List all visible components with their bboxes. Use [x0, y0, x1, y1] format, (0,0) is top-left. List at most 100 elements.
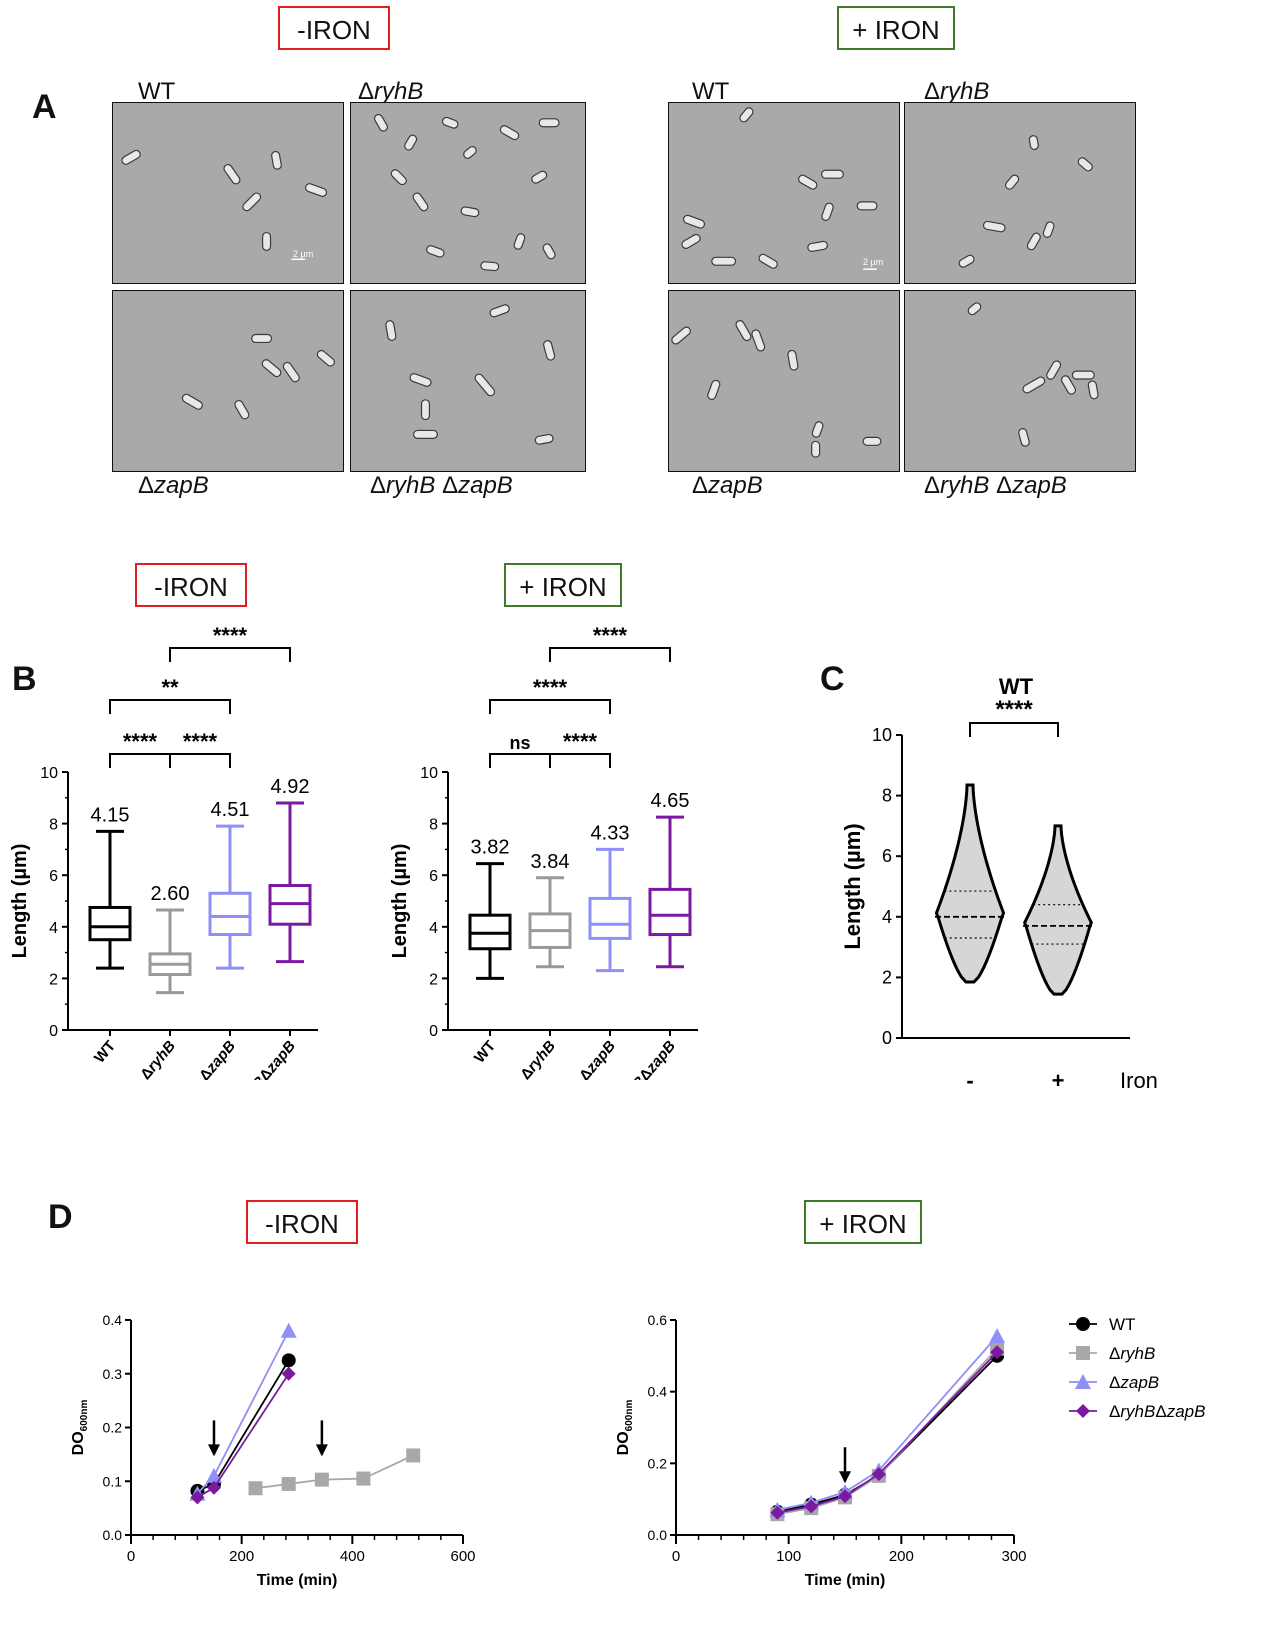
- cell-body: [413, 429, 438, 439]
- cell-body: [460, 206, 480, 218]
- panel-letter-b: B: [12, 660, 37, 698]
- micrograph-background: [905, 291, 1135, 471]
- bacterial-cell: [958, 254, 975, 268]
- bacterial-cell: [538, 118, 560, 128]
- cell-body: [542, 243, 556, 260]
- mean-label: 4.33: [591, 822, 630, 844]
- cell-body: [1077, 157, 1093, 172]
- violin-1: [1023, 824, 1093, 996]
- condition-box-plus-iron-d: + IRON: [804, 1200, 922, 1244]
- cell-body: [1087, 380, 1099, 400]
- cell-body: [420, 399, 431, 421]
- bacterial-cell: [304, 183, 328, 197]
- x-tick-label: 200: [229, 1548, 254, 1565]
- condition-box-minus-iron-a: -IRON: [278, 6, 390, 50]
- bacterial-cell: [682, 214, 706, 229]
- significance-bracket: ****: [489, 675, 611, 714]
- box-2: [208, 824, 252, 970]
- scale-bar: 2 µm: [863, 257, 884, 267]
- data-point: [406, 1448, 421, 1463]
- x-tick-label: ΔzapB: [576, 1038, 619, 1080]
- x-tick-label: +: [1052, 1068, 1065, 1090]
- significance-label: ****: [593, 623, 628, 648]
- cell-body: [234, 399, 250, 420]
- y-axis-label: Length (µm): [840, 823, 865, 949]
- x-tick-label: 400: [340, 1548, 365, 1565]
- cell-body: [385, 320, 397, 341]
- data-point: [770, 1505, 785, 1520]
- mean-label: 3.84: [531, 851, 570, 873]
- cell-body: [739, 107, 754, 123]
- condition-box-minus-iron-b: -IRON: [135, 563, 247, 607]
- strain-label-ryhb: ΔryhB: [358, 78, 424, 105]
- bacterial-cell: [1028, 135, 1039, 151]
- y-axis-label: Length (µm): [9, 844, 31, 959]
- x-tick-label: ΔryhB: [517, 1038, 559, 1080]
- cell-body: [811, 421, 824, 438]
- cell-body: [1046, 360, 1062, 380]
- cell-body: [404, 134, 418, 151]
- x-tick-label: 300: [1001, 1548, 1026, 1565]
- micrograph-zapb-plus-iron: [668, 290, 900, 472]
- data-point: [190, 1490, 205, 1505]
- y-tick-label: 0.2: [103, 1420, 123, 1436]
- bacterial-cell: [862, 436, 882, 446]
- y-axis-label: DO600nm: [615, 1400, 635, 1456]
- bacterial-cell: [821, 202, 834, 221]
- y-tick-label: 4: [429, 920, 438, 937]
- bacterial-cell: [513, 233, 526, 250]
- bacterial-cell: [441, 116, 459, 129]
- scale-bar: 2 µm: [293, 249, 314, 259]
- x-tick-label: ΔryhB: [137, 1038, 179, 1080]
- x-tick-label: WT: [91, 1038, 119, 1067]
- y-tick-label: 0.2: [648, 1455, 668, 1471]
- y-tick-label: 0.0: [648, 1527, 668, 1543]
- micrograph-double-plus-iron: [904, 290, 1136, 472]
- series-3: [190, 1366, 296, 1505]
- mean-label: 4.92: [271, 776, 310, 798]
- x-axis-label: Iron: [1120, 1068, 1158, 1090]
- bacterial-cell: [271, 150, 282, 170]
- cell-body: [787, 349, 799, 371]
- mean-label: 2.60: [151, 883, 190, 905]
- cell-body: [751, 329, 766, 352]
- box-0: [468, 862, 512, 980]
- bacterial-cell: [711, 256, 737, 266]
- bacterial-cell: [820, 169, 844, 179]
- significance-label: ****: [213, 623, 248, 648]
- micrograph-wt-minus-iron: 2 µm: [112, 102, 344, 284]
- condition-label: + IRON: [819, 1209, 907, 1239]
- box-iqr: [588, 896, 632, 940]
- bacterial-cell: [531, 170, 548, 184]
- cell-body: [1071, 370, 1095, 380]
- cell-body: [856, 201, 878, 211]
- condition-box-plus-iron-a: + IRON: [837, 6, 955, 50]
- micrograph-ryhb-minus-iron: [350, 102, 586, 284]
- bacterial-cell: [1060, 375, 1076, 395]
- bacterial-cell: [251, 333, 273, 344]
- box-1: [148, 908, 192, 995]
- cell-body: [373, 113, 388, 132]
- micrograph-background: [669, 291, 899, 471]
- data-point: [990, 1345, 1005, 1360]
- strain-label-zapb: ΔzapB: [138, 472, 209, 499]
- condition-label: + IRON: [852, 15, 940, 45]
- y-tick-label: 2: [882, 967, 892, 987]
- micrograph-background: [905, 103, 1135, 283]
- bacterial-cell: [223, 163, 241, 185]
- y-tick-label: 0.3: [103, 1366, 123, 1382]
- arrow-head: [315, 1444, 328, 1457]
- y-tick-label: 0.6: [648, 1312, 668, 1328]
- condition-box-plus-iron-b: + IRON: [504, 563, 622, 607]
- condition-label: -IRON: [265, 1209, 339, 1239]
- bacterial-cell: [787, 349, 799, 371]
- bacterial-cell: [181, 393, 203, 410]
- cell-body: [304, 183, 328, 197]
- bacterial-cell: [542, 243, 556, 260]
- box-iqr: [208, 891, 252, 937]
- micrograph-background: [351, 291, 585, 471]
- bracket-line: [109, 699, 231, 714]
- data-point: [314, 1472, 329, 1487]
- cell-body: [121, 149, 141, 165]
- y-tick-label: 8: [882, 786, 892, 806]
